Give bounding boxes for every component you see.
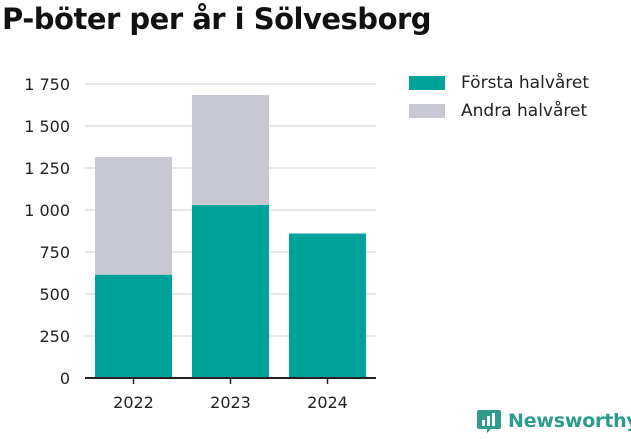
x-tick-label: 2022 bbox=[113, 393, 154, 412]
legend-item-second-half[interactable]: Andra halvåret bbox=[409, 97, 589, 125]
legend-swatch-first-half bbox=[409, 76, 445, 90]
y-tick-label: 1 250 bbox=[24, 159, 70, 178]
brand[interactable]: Newsworthy bbox=[476, 408, 631, 434]
y-tick-label: 0 bbox=[60, 369, 70, 388]
legend: Första halvåret Andra halvåret bbox=[409, 69, 589, 125]
y-tick-label: 1 500 bbox=[24, 117, 70, 136]
legend-swatch-second-half bbox=[409, 104, 445, 118]
legend-label-first-half: Första halvåret bbox=[461, 73, 590, 93]
legend-label-second-half: Andra halvåret bbox=[461, 101, 588, 121]
y-tick-label: 500 bbox=[39, 285, 70, 304]
bar-first-half-2022[interactable] bbox=[95, 274, 172, 378]
y-tick-label: 750 bbox=[39, 243, 70, 262]
y-tick-label: 1 750 bbox=[24, 75, 70, 94]
x-tick-label: 2024 bbox=[307, 393, 348, 412]
bar-first-half-2023[interactable] bbox=[192, 204, 269, 378]
newsworthy-logo-icon bbox=[477, 410, 501, 433]
y-tick-label: 250 bbox=[39, 327, 70, 346]
bar-second-half-2022[interactable] bbox=[95, 157, 172, 275]
chart-title: P-böter per år i Sölvesborg bbox=[2, 2, 432, 36]
x-tick-label: 2023 bbox=[210, 393, 251, 412]
y-tick-label: 1 000 bbox=[24, 201, 70, 220]
brand-name: Newsworthy bbox=[508, 410, 631, 432]
bar-second-half-2023[interactable] bbox=[192, 94, 269, 205]
legend-item-first-half[interactable]: Första halvåret bbox=[409, 69, 589, 97]
bar-first-half-2024[interactable] bbox=[289, 233, 366, 378]
